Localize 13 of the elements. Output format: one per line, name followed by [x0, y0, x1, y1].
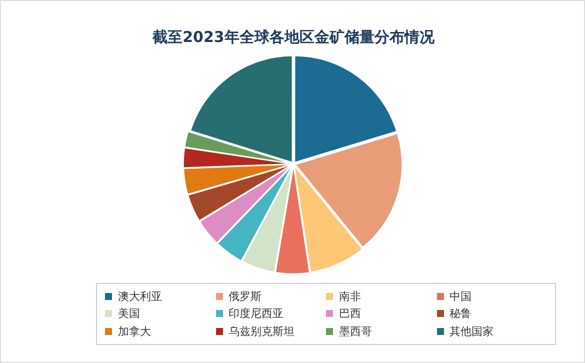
- legend-label: 澳大利亚: [117, 289, 163, 304]
- legend-label: 俄罗斯: [228, 289, 262, 304]
- legend-label: 美国: [117, 306, 141, 322]
- legend-label: 印度尼西亚: [228, 306, 284, 322]
- legend-label: 其他国家: [448, 324, 494, 339]
- legend-label: 南非: [338, 289, 362, 304]
- legend-label: 秘鲁: [448, 306, 472, 322]
- legend-label: 巴西: [338, 306, 362, 322]
- legend-label: 乌兹别克斯坦: [228, 324, 296, 339]
- legend-label: 加拿大: [117, 324, 152, 339]
- legend-label: 中国: [448, 289, 472, 304]
- legend-label: 墨西哥: [338, 324, 373, 339]
- chart-title: 截至2023年全球各地区金矿储量分布情况: [152, 28, 436, 46]
